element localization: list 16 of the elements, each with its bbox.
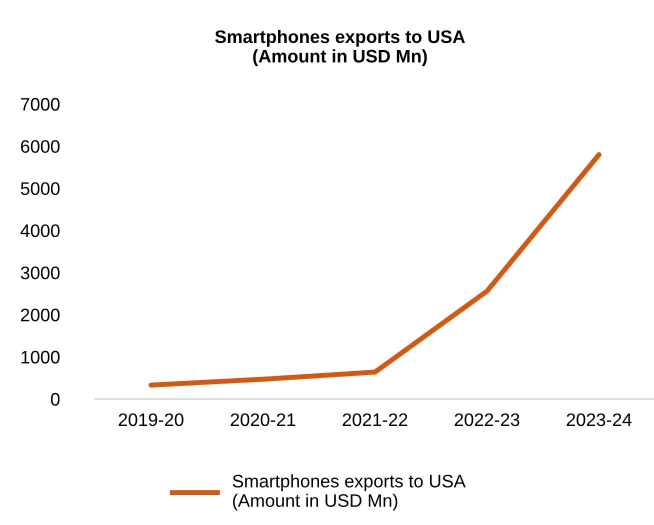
chart-title: Smartphones exports to USA (Amount in USD Mn) — [215, 30, 465, 66]
x-tick-label: 2021-22 — [342, 413, 408, 426]
y-tick-label: 5000 — [20, 182, 60, 196]
x-tick-label: 2019-20 — [118, 413, 184, 426]
x-tick-label: 2023-24 — [566, 413, 632, 426]
y-tick-label: 1000 — [21, 350, 60, 364]
line-series — [148, 152, 602, 388]
x-tick-label: 2020-21 — [230, 413, 296, 426]
y-tick-label: 2000 — [21, 308, 60, 322]
y-tick-label: 7000 — [21, 98, 60, 111]
y-tick-label: 4000 — [20, 224, 60, 238]
y-tick-label: 3000 — [20, 266, 60, 280]
y-tick-label: 0 — [50, 392, 60, 406]
y-tick-label: 6000 — [21, 140, 60, 153]
legend-label: Smartphones exports to USA (Amount in USD Mn) — [232, 474, 466, 511]
x-tick-label: 2022-23 — [454, 413, 520, 426]
